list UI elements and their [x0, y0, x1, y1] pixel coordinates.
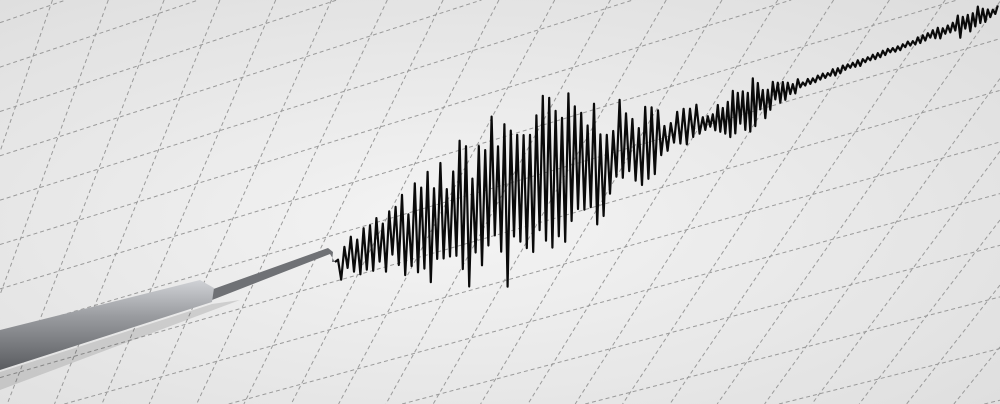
grid-line-horizontal — [64, 141, 1000, 404]
grid-line-horizontal — [0, 0, 792, 245]
grid-line-vertical — [764, 78, 1000, 404]
grid-line-vertical — [716, 1, 1000, 404]
grid-line-vertical — [148, 0, 332, 404]
grid-line-horizontal — [0, 0, 958, 290]
grid-line-vertical — [6, 0, 165, 404]
grid-line-vertical — [338, 0, 556, 404]
seismic-trace — [334, 5, 999, 288]
grid-line-horizontal — [984, 399, 1000, 404]
grid-line-horizontal — [228, 193, 1000, 404]
grid-line-vertical — [480, 0, 723, 404]
grid-line-vertical — [290, 0, 500, 404]
grid-line-horizontal — [0, 0, 633, 201]
grid-line-vertical — [243, 0, 444, 404]
grid-line-vertical — [858, 219, 1000, 404]
grid-line-vertical — [527, 0, 779, 404]
pen-needle — [205, 248, 335, 300]
grid-line-horizontal — [0, 0, 66, 24]
grid-line-vertical — [54, 0, 221, 404]
grid-line-horizontal — [585, 296, 1000, 404]
grid-line-vertical — [953, 346, 1000, 404]
grid-line-vertical — [432, 0, 667, 404]
grid-line-horizontal — [0, 0, 337, 112]
grid-line-vertical — [669, 0, 946, 404]
grid-line-vertical — [0, 0, 53, 152]
grid-line-vertical — [574, 0, 835, 404]
grid-line-vertical — [811, 151, 1000, 404]
grid-line-vertical — [0, 0, 109, 295]
pen-stylus — [0, 248, 335, 390]
grid-line-horizontal — [401, 244, 1000, 404]
grid-line-horizontal — [778, 348, 1000, 404]
grid-line-vertical — [101, 0, 277, 404]
grid-line-horizontal — [0, 0, 482, 157]
pen-body — [0, 280, 214, 370]
grid-line-vertical — [196, 0, 388, 404]
pen-shadow — [0, 300, 240, 390]
grid-line-vertical — [385, 0, 611, 404]
